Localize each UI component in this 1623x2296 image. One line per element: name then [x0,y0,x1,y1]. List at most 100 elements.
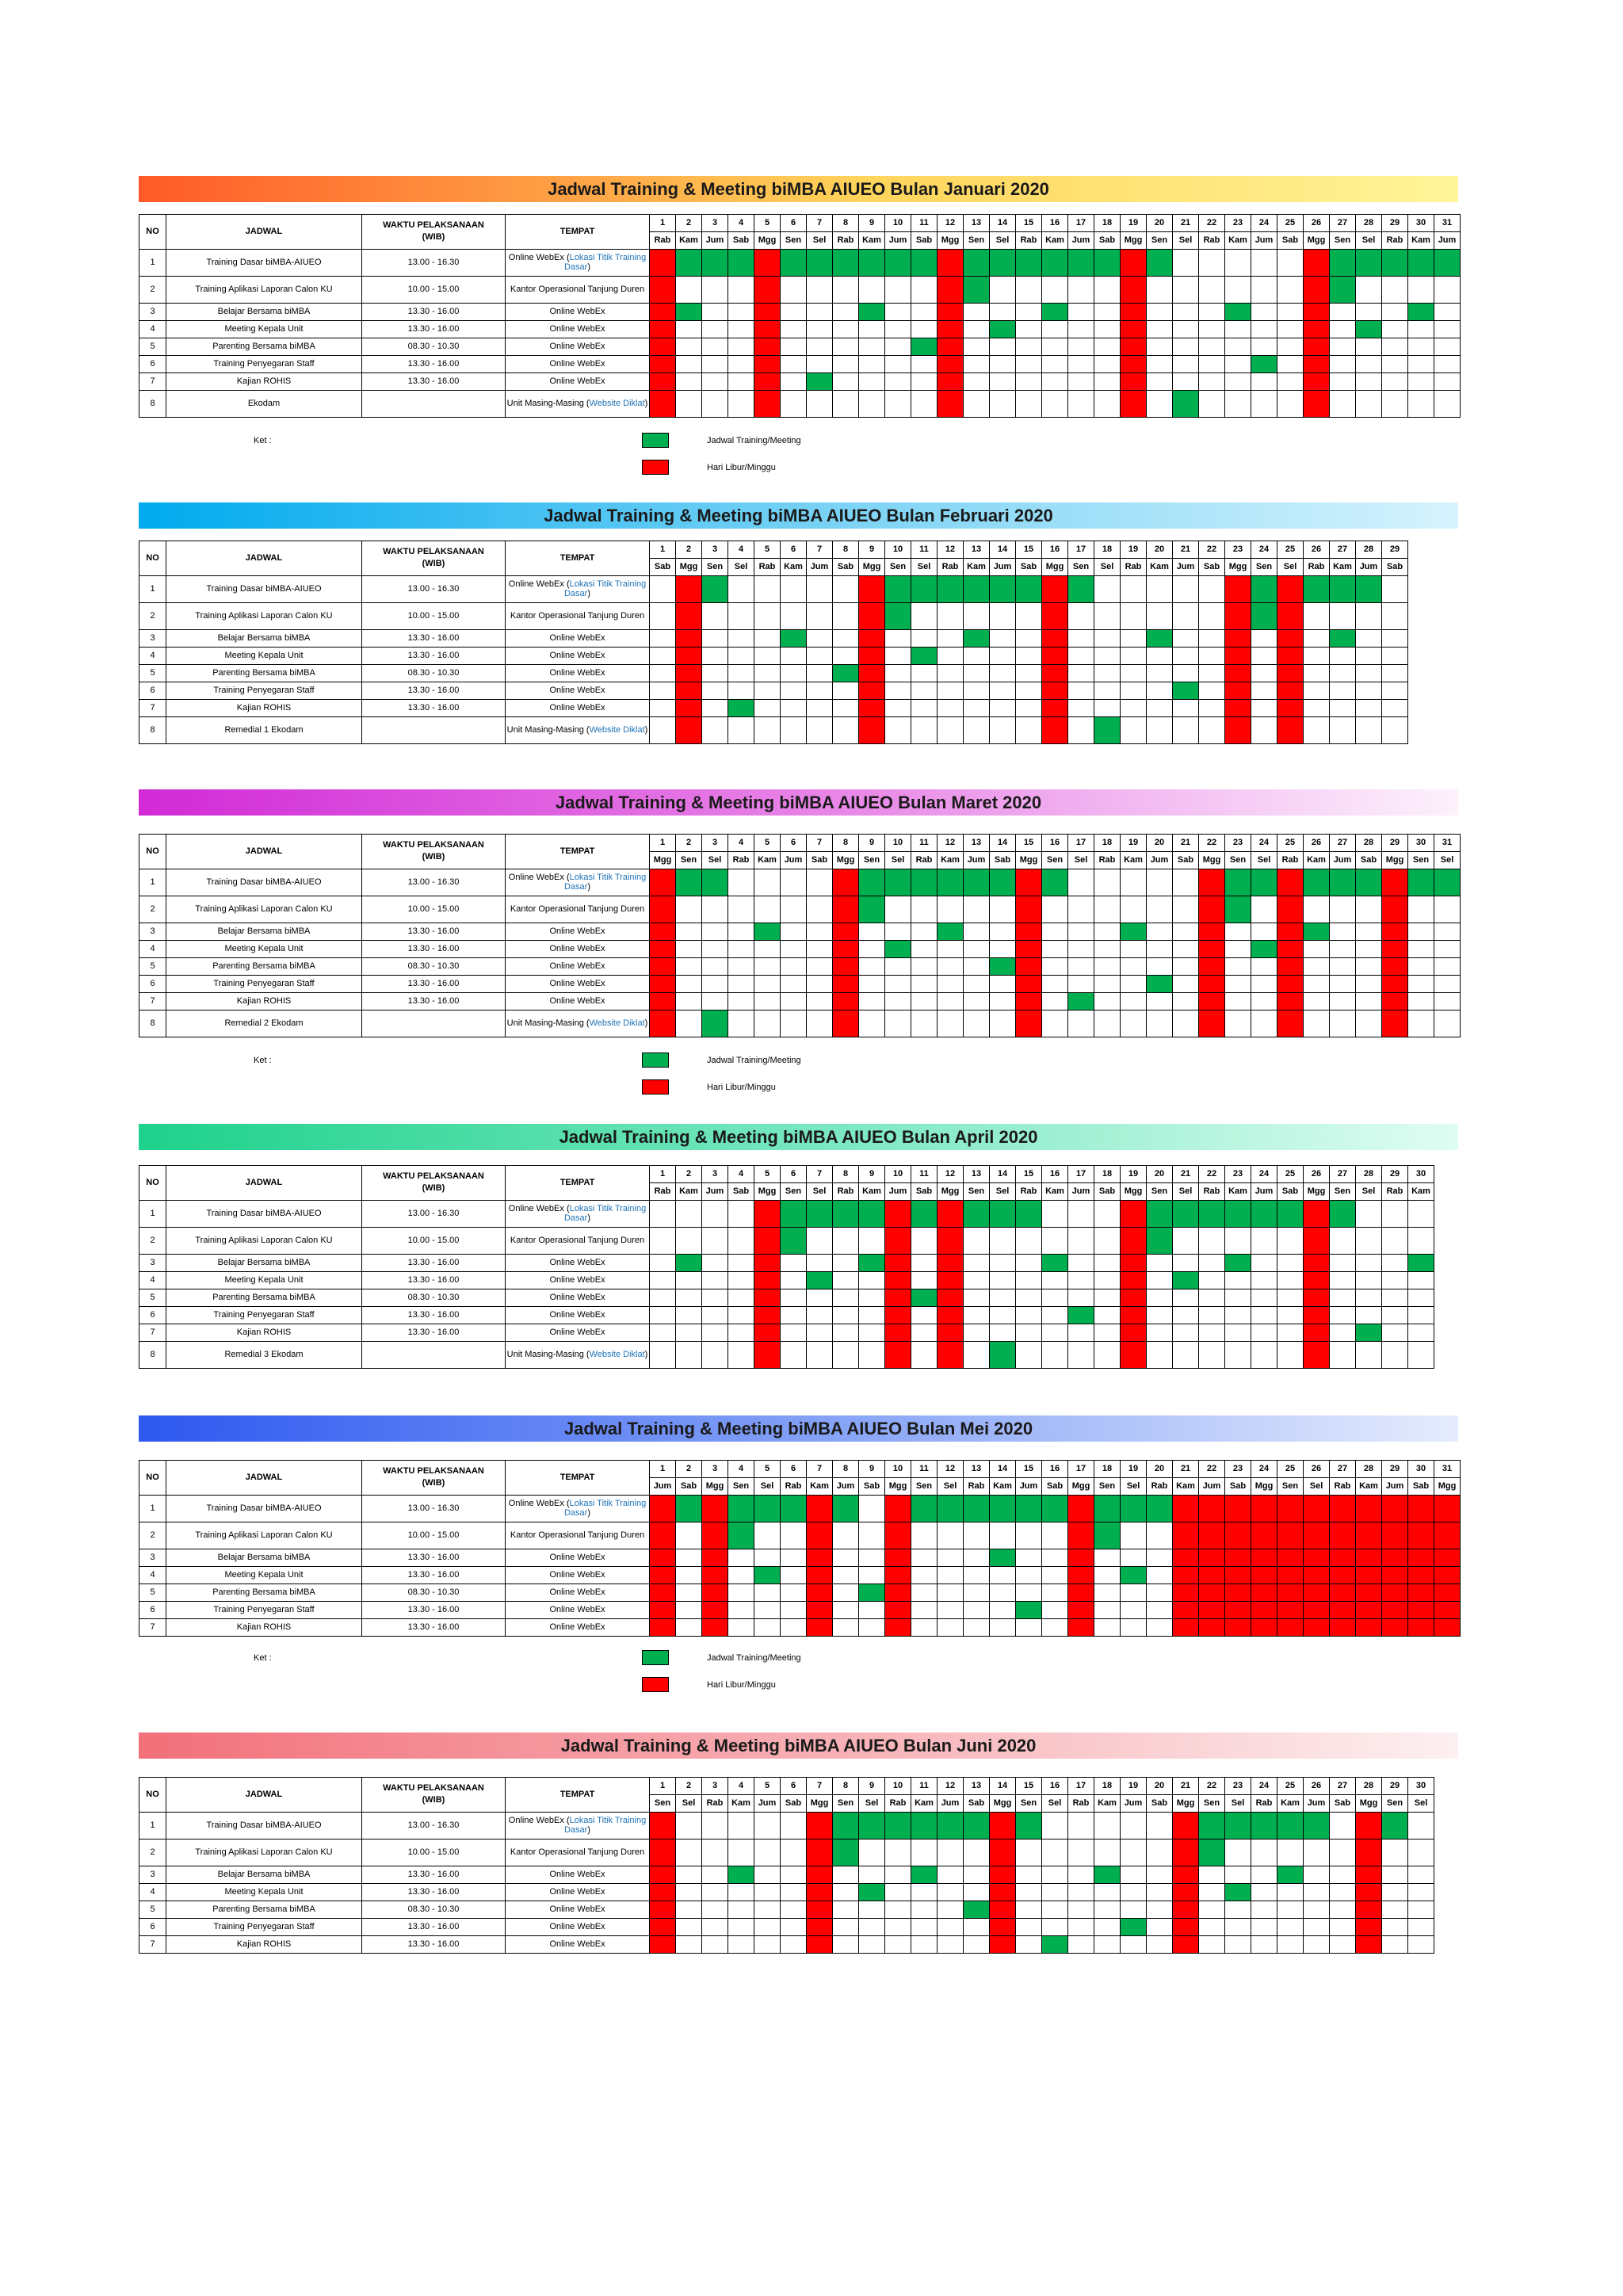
day-cell [780,716,807,744]
day-cell [1041,896,1068,923]
day-cell [1120,992,1147,1010]
day-cell [1381,647,1408,665]
day-cell [806,338,833,356]
day-number: 4 [727,1165,754,1183]
training-cell [911,1200,938,1228]
day-cell [701,664,728,682]
day-cell [754,682,781,700]
row-tempat: Kantor Operasional Tanjung Duren [505,896,650,923]
day-cell [675,1289,702,1307]
training-cell [989,1495,1016,1522]
holiday-cell [1120,1227,1147,1255]
day-weekday: Sab [911,231,938,250]
day-cell [727,1200,754,1228]
day-number: 15 [1015,1777,1042,1795]
day-cell [806,699,833,717]
day-weekday: Rab [1015,1182,1042,1201]
day-cell [832,575,859,603]
row-waktu: 10.00 - 15.00 [361,602,506,630]
training-cell [1172,390,1199,418]
day-weekday: Kam [1172,1477,1199,1496]
tempat-link[interactable]: Lokasi Titik Training Dasar [563,252,647,272]
day-cell [1146,1522,1173,1549]
day-cell [675,276,702,304]
day-cell [701,1935,728,1954]
day-cell [911,1584,938,1602]
day-cell [1329,1324,1356,1342]
holiday-cell [832,896,859,923]
day-cell [1172,923,1199,941]
tempat-link[interactable]: Website Diklat [589,398,645,408]
day-cell [1224,1010,1251,1037]
day-weekday: Kam [1224,231,1251,250]
training-cell [1172,1200,1199,1228]
holiday-cell [1407,1584,1434,1602]
holiday-cell [806,1901,833,1919]
day-cell [1407,923,1434,941]
row-no: 4 [139,320,166,338]
day-weekday: Kam [1224,1182,1251,1201]
day-cell [1041,1549,1068,1567]
row-waktu: 10.00 - 15.00 [361,896,506,923]
day-cell [701,390,728,418]
day-cell [1094,975,1121,993]
tempat-text-end: ) [587,1507,590,1518]
header-jadwal: JADWAL [166,541,362,576]
table-row: 4 Meeting Kepala Unit 13.30 - 16.00 Online … [139,1271,1434,1289]
schedule-table: NO JADWAL WAKTU PELAKSANAAN (WIB) TEMPAT 1 2 3 4… [139,1460,1461,1637]
day-number: 20 [1146,834,1173,852]
day-cell [727,1918,754,1936]
holiday-cell [937,303,964,321]
day-cell [727,355,754,373]
row-jadwal: Parenting Bersama biMBA [166,338,362,356]
training-cell [937,1495,964,1522]
day-cell [1355,647,1382,665]
tempat-text-end: ) [644,724,648,735]
day-number: 4 [727,541,754,559]
day-cell [1355,682,1382,700]
tempat-link[interactable]: Lokasi Titik Training Dasar [563,1815,647,1835]
tempat-link[interactable]: Lokasi Titik Training Dasar [563,872,647,892]
holiday-cell [1303,1618,1330,1637]
day-cell [1303,896,1330,923]
row-jadwal: Parenting Bersama biMBA [166,1901,362,1919]
day-number: 21 [1172,1777,1199,1795]
day-weekday: Kam [727,1794,754,1813]
training-cell [989,575,1016,603]
day-number: 15 [1015,834,1042,852]
day-cell [1094,372,1121,391]
day-number: 11 [911,1777,938,1795]
day-cell [1434,896,1461,923]
day-cell [806,957,833,976]
holiday-cell [1067,1495,1094,1522]
day-number: 29 [1381,1165,1408,1183]
tempat-link[interactable]: Website Diklat [589,1018,645,1028]
tempat-link[interactable]: Website Diklat [589,724,645,735]
day-weekday: Sel [1041,1794,1068,1813]
day-cell [1355,716,1382,744]
row-no: 2 [139,1522,166,1549]
row-no: 7 [139,1935,166,1954]
tempat-text: Unit Masing-Masing ( [506,724,590,735]
tempat-link[interactable]: Lokasi Titik Training Dasar [563,1203,647,1223]
tempat-link[interactable]: Website Diklat [589,1349,645,1359]
day-cell [780,320,807,338]
day-cell [1355,1010,1382,1037]
day-cell [1303,1010,1330,1037]
month-section: Jadwal Training & Meeting biMBA AIUEO Bu… [139,176,1461,475]
day-cell [1381,1306,1408,1324]
day-weekday: Kam [989,1477,1016,1496]
day-cell [1224,1935,1251,1954]
day-cell [675,390,702,418]
day-weekday: Rab [1067,1794,1094,1813]
day-weekday: Sel [858,1794,885,1813]
training-cell [989,1200,1016,1228]
day-cell [780,390,807,418]
day-cell [727,664,754,682]
tempat-link[interactable]: Lokasi Titik Training Dasar [563,579,647,598]
day-cell [1381,355,1408,373]
day-cell [754,1549,781,1567]
day-cell [1329,303,1356,321]
day-weekday: Sab [1277,1182,1304,1201]
tempat-link[interactable]: Lokasi Titik Training Dasar [563,1498,647,1518]
